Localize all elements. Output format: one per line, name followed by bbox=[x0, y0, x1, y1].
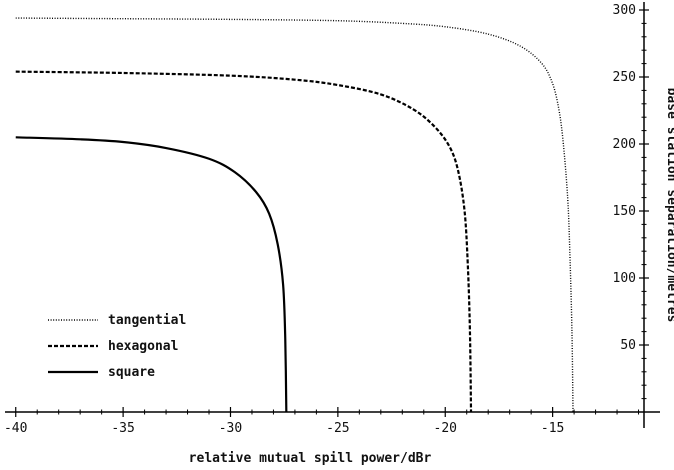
y-tick-label: 250 bbox=[613, 70, 636, 85]
x-tick-label: -30 bbox=[219, 421, 242, 436]
x-tick-label: -20 bbox=[434, 421, 457, 436]
x-axis-ticks: -40 -35 -30 -25 -20 -15 bbox=[4, 407, 640, 436]
x-tick-label: -25 bbox=[326, 421, 349, 436]
series-line-tangential bbox=[15, 17, 574, 413]
x-axis-title: relative mutual spill power/dBr bbox=[189, 451, 432, 466]
y-tick-label: 50 bbox=[620, 338, 636, 353]
series-line-square bbox=[15, 136, 288, 413]
y-tick-label: 150 bbox=[613, 204, 636, 219]
legend-label-square: square bbox=[108, 365, 155, 380]
x-tick-label: -15 bbox=[541, 421, 564, 436]
legend: tangential hexagonal square bbox=[48, 313, 186, 380]
x-tick-label: -35 bbox=[111, 421, 134, 436]
legend-label-hexagonal: hexagonal bbox=[108, 339, 178, 354]
legend-label-tangential: tangential bbox=[108, 313, 186, 328]
plot-area bbox=[15, 17, 574, 413]
x-tick-label: -40 bbox=[4, 421, 27, 436]
series-line-hexagonal bbox=[15, 70, 473, 413]
y-tick-label: 300 bbox=[613, 3, 636, 18]
y-tick-label: 100 bbox=[613, 271, 636, 286]
y-axis-title: base station separation/metres bbox=[664, 88, 674, 323]
y-tick-label: 200 bbox=[613, 137, 636, 152]
